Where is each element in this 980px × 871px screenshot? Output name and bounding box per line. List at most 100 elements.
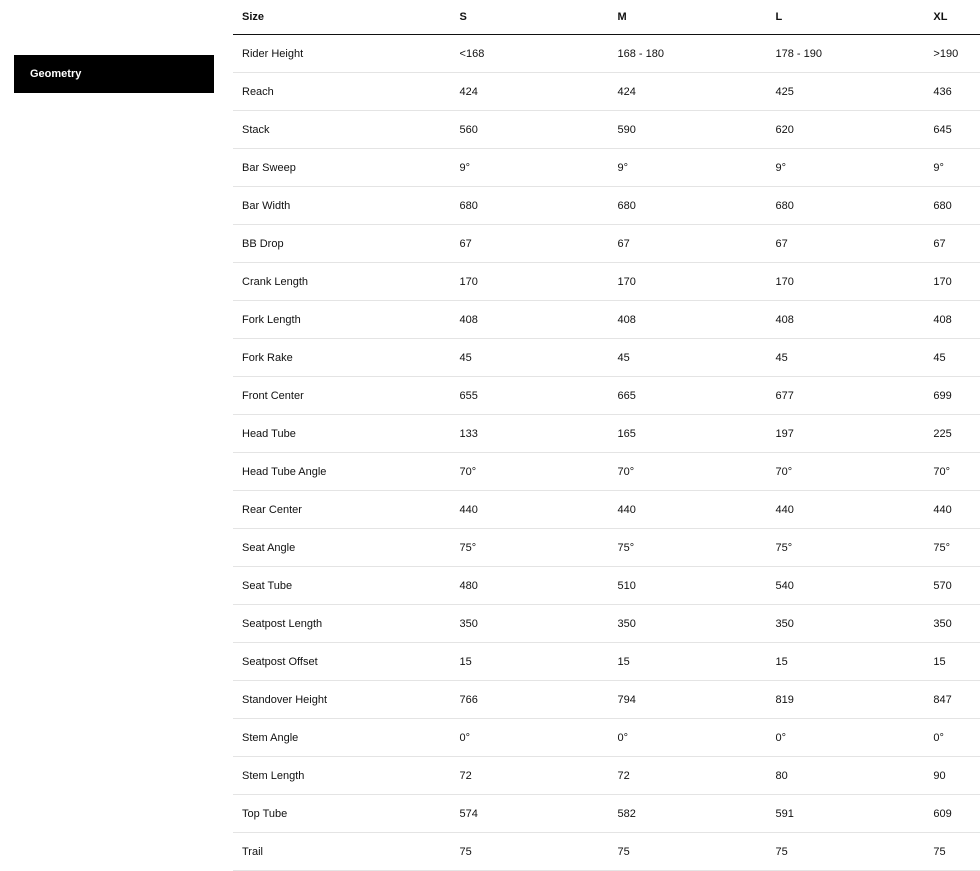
value-l: 45 [775,351,788,364]
header-m: M [617,11,627,23]
row-label: Seat Angle [242,541,296,554]
table-row: Stem Length 72 72 80 90 [233,757,980,795]
row-label: Fork Length [242,313,301,326]
row-label: Stack [242,123,270,136]
value-xl: 436 [933,85,952,98]
row-label: Seat Tube [242,579,293,592]
value-xl: 45 [933,351,946,364]
value-xl: 15 [933,655,946,668]
table-row: Head Tube Angle 70° 70° 70° 70° [233,453,980,491]
geometry-table: Size S M L XL Rider Height <168 168 - 180 1… [233,0,980,871]
row-label: Fork Rake [242,351,293,364]
value-m: 582 [617,807,636,820]
table-row: Crank Length 170 170 170 170 [233,263,980,301]
value-s: <168 [459,47,485,60]
value-s: 170 [459,275,478,288]
value-s: 9° [459,161,471,174]
table-row: Fork Rake 45 45 45 45 [233,339,980,377]
table-row: Top Tube 574 582 591 609 [233,795,980,833]
table-row: Seatpost Offset 15 15 15 15 [233,643,980,681]
value-l: 178 - 190 [775,47,822,60]
value-s: 560 [459,123,478,136]
value-m: 424 [617,85,636,98]
tab-geometry[interactable]: Geometry [14,55,214,93]
row-label: Trail [242,845,263,858]
row-label: Stem Length [242,769,305,782]
value-m: 72 [617,769,630,782]
value-s: 440 [459,503,478,516]
value-l: 425 [775,85,794,98]
value-m: 168 - 180 [617,47,664,60]
value-l: 677 [775,389,794,402]
table-row: Seat Angle 75° 75° 75° 75° [233,529,980,567]
value-xl: 645 [933,123,952,136]
row-label: Seatpost Offset [242,655,318,668]
row-label: Crank Length [242,275,309,288]
value-l: 75 [775,845,788,858]
table-row: Stem Angle 0° 0° 0° 0° [233,719,980,757]
value-l: 75° [775,541,793,554]
table-row: BB Drop 67 67 67 67 [233,225,980,263]
value-s: 72 [459,769,472,782]
value-xl: 9° [933,161,944,174]
header-l: L [775,11,783,23]
value-s: 766 [459,693,478,706]
value-m: 680 [617,199,636,212]
value-m: 70° [617,465,635,478]
value-s: 67 [459,237,472,250]
value-s: 0° [459,731,471,744]
value-l: 197 [775,427,794,440]
value-l: 15 [775,655,788,668]
header-s: S [459,11,467,23]
value-xl: 225 [933,427,952,440]
table-row: Front Center 655 665 677 699 [233,377,980,415]
value-m: 590 [617,123,636,136]
table-row: Rear Center 440 440 440 440 [233,491,980,529]
value-xl: 440 [933,503,952,516]
row-label: Front Center [242,389,304,402]
value-xl: >190 [933,47,959,60]
value-l: 591 [775,807,794,820]
value-xl: 609 [933,807,952,820]
value-l: 80 [775,769,788,782]
value-l: 170 [775,275,794,288]
value-xl: 75 [933,845,946,858]
value-xl: 570 [933,579,952,592]
value-s: 424 [459,85,478,98]
value-m: 510 [617,579,636,592]
row-label: Rider Height [242,47,304,60]
table-row: Stack 560 590 620 645 [233,111,980,149]
value-m: 75 [617,845,630,858]
table-row: Standover Height 766 794 819 847 [233,681,980,719]
table-row: Seat Tube 480 510 540 570 [233,567,980,605]
value-s: 350 [459,617,478,630]
row-label: Standover Height [242,693,327,706]
table-row: Seatpost Length 350 350 350 350 [233,605,980,643]
value-m: 350 [617,617,636,630]
value-m: 67 [617,237,630,250]
value-m: 75° [617,541,635,554]
row-label: Rear Center [242,503,302,516]
table-row: Rider Height <168 168 - 180 178 - 190 >190 [233,35,980,73]
value-s: 655 [459,389,478,402]
value-s: 75° [459,541,477,554]
value-l: 440 [775,503,794,516]
value-l: 9° [775,161,786,174]
table-row: Fork Length 408 408 408 408 [233,301,980,339]
value-l: 67 [775,237,788,250]
value-l: 408 [775,313,794,326]
value-l: 680 [775,199,794,212]
value-s: 133 [459,427,478,440]
table-row: Trail 75 75 75 75 [233,833,980,871]
value-l: 540 [775,579,794,592]
value-s: 574 [459,807,478,820]
value-xl: 847 [933,693,952,706]
header-size: Size [242,11,265,23]
value-xl: 67 [933,237,946,250]
row-label: Head Tube Angle [242,465,327,478]
value-xl: 90 [933,769,946,782]
value-l: 620 [775,123,794,136]
value-xl: 170 [933,275,952,288]
value-l: 70° [775,465,793,478]
value-s: 15 [459,655,472,668]
